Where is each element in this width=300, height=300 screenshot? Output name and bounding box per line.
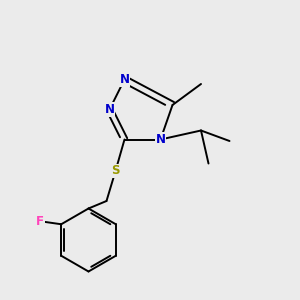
Text: N: N	[104, 103, 115, 116]
Text: S: S	[111, 164, 120, 178]
Text: N: N	[155, 133, 166, 146]
Text: N: N	[119, 73, 130, 86]
Text: F: F	[36, 215, 44, 228]
